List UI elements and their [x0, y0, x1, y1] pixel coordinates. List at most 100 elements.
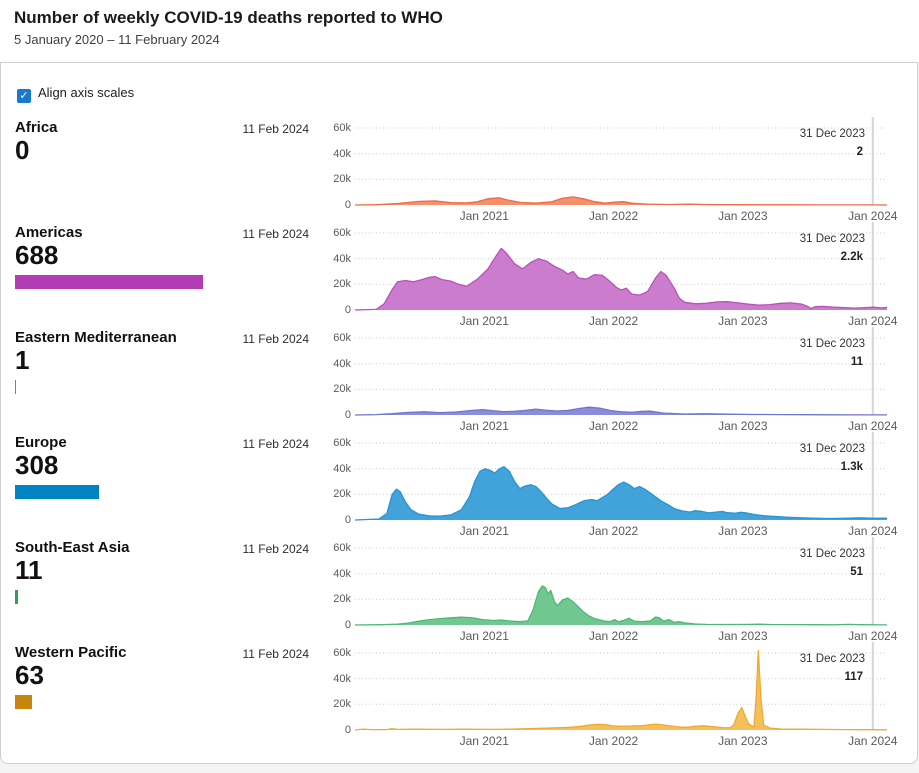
x-axis-tick: Jan 2024	[848, 209, 898, 223]
region-value-bar	[15, 275, 203, 289]
region-rows: Africa 0 11 Feb 2024 60k 40k 20k 0 Jan 2021…	[1, 113, 917, 763]
row-date-label: 11 Feb 2024	[242, 227, 310, 241]
region-value-bar	[15, 695, 32, 709]
region-row: Western Pacific 63 11 Feb 2024 60k 40k 20k…	[1, 638, 917, 748]
y-axis-tick: 40k	[333, 672, 351, 685]
annotation-value: 117	[842, 671, 865, 683]
area-line	[355, 406, 887, 416]
region-value: 308	[15, 450, 59, 480]
dashboard-card: ✓ Align axis scales Africa 0 11 Feb 2024 …	[0, 62, 918, 764]
row-date-label: 11 Feb 2024	[242, 332, 310, 346]
x-axis-tick: Jan 2024	[848, 524, 898, 538]
region-area-chart[interactable]	[355, 432, 887, 528]
y-axis-tick: 0	[344, 304, 351, 316]
y-axis-tick: 40k	[333, 462, 351, 475]
annotation-date: 31 Dec 2023	[799, 233, 865, 245]
y-axis-tick: 0	[344, 199, 351, 211]
annotation-value: 2.2k	[838, 251, 865, 263]
x-axis-tick: Jan 2022	[588, 629, 639, 643]
region-row: Africa 0 11 Feb 2024 60k 40k 20k 0 Jan 2021…	[1, 113, 917, 223]
x-axis-tick: Jan 2021	[459, 314, 509, 328]
y-axis-tick: 60k	[333, 437, 351, 449]
region-area-chart[interactable]	[355, 327, 887, 423]
region-value: 0	[15, 135, 30, 165]
controls-bar: ✓ Align axis scales	[1, 63, 917, 113]
region-area-chart[interactable]	[355, 117, 887, 213]
region-value-bar	[15, 485, 99, 499]
y-axis-tick: 60k	[333, 122, 351, 134]
annotation-date: 31 Dec 2023	[799, 128, 865, 140]
y-axis-tick: 40k	[333, 357, 351, 370]
x-axis-tick: Jan 2024	[848, 314, 898, 328]
y-axis-tick: 60k	[333, 227, 351, 239]
y-axis-tick: 20k	[333, 278, 351, 291]
x-axis-tick: Jan 2021	[459, 734, 509, 748]
area-line	[355, 247, 887, 311]
row-date-label: 11 Feb 2024	[242, 122, 310, 136]
region-row: South-East Asia 11 11 Feb 2024 60k 40k 20k…	[1, 533, 917, 643]
region-area-chart[interactable]	[355, 537, 887, 633]
annotation-date: 31 Dec 2023	[799, 653, 865, 665]
y-axis-tick: 0	[344, 619, 351, 631]
annotation-value: 2	[854, 146, 865, 158]
region-row: Americas 688 11 Feb 2024 60k 40k 20k 0 Jan …	[1, 218, 917, 328]
x-axis-tick: Jan 2022	[588, 734, 639, 748]
page-subtitle: 5 January 2020 – 11 February 2024	[14, 32, 220, 47]
y-axis-tick: 0	[344, 514, 351, 526]
region-name: Eastern Mediterranean	[15, 329, 177, 346]
region-name: Western Pacific	[15, 644, 127, 661]
y-axis-tick: 20k	[333, 173, 351, 186]
x-axis-tick: Jan 2023	[718, 629, 768, 643]
y-axis-tick: 20k	[333, 593, 351, 606]
y-axis-tick: 60k	[333, 647, 351, 659]
x-axis-tick: Jan 2023	[718, 734, 768, 748]
region-area-chart[interactable]	[355, 642, 887, 738]
region-name: Europe	[15, 434, 67, 451]
region-value: 63	[15, 660, 44, 690]
x-axis-tick: Jan 2021	[459, 209, 509, 223]
annotation-date: 31 Dec 2023	[799, 548, 865, 560]
y-axis-tick: 60k	[333, 542, 351, 554]
x-axis-tick: Jan 2022	[588, 314, 639, 328]
x-axis-tick: Jan 2021	[459, 524, 509, 538]
x-axis-tick: Jan 2023	[718, 209, 768, 223]
align-axis-checkbox[interactable]: ✓	[17, 89, 31, 103]
region-area-chart[interactable]	[355, 222, 887, 318]
region-row: Europe 308 11 Feb 2024 60k 40k 20k 0 Jan 20…	[1, 428, 917, 538]
area-line	[355, 649, 887, 731]
x-axis-tick: Jan 2021	[459, 629, 509, 643]
annotation-value: 51	[848, 566, 865, 578]
region-name: Africa	[15, 119, 58, 136]
x-axis-tick: Jan 2023	[718, 524, 768, 538]
x-axis-tick: Jan 2024	[848, 419, 898, 433]
area-line	[355, 196, 887, 206]
x-axis-tick: Jan 2024	[848, 629, 898, 643]
annotation-date: 31 Dec 2023	[799, 338, 865, 350]
region-name: Americas	[15, 224, 83, 241]
row-date-label: 11 Feb 2024	[242, 542, 310, 556]
region-value: 11	[15, 555, 43, 585]
y-axis-tick: 40k	[333, 252, 351, 265]
header: Number of weekly COVID-19 deaths reporte…	[0, 0, 919, 62]
area-line	[355, 466, 887, 521]
region-value: 688	[15, 240, 59, 270]
page-title: Number of weekly COVID-19 deaths reporte…	[14, 8, 443, 27]
annotation-date: 31 Dec 2023	[799, 443, 865, 455]
y-axis-tick: 0	[344, 724, 351, 736]
x-axis-tick: Jan 2021	[459, 419, 509, 433]
row-date-label: 11 Feb 2024	[242, 437, 310, 451]
region-name: South-East Asia	[15, 539, 130, 556]
region-value: 1	[15, 345, 30, 375]
area-fill	[355, 248, 887, 310]
row-date-label: 11 Feb 2024	[242, 647, 310, 661]
x-axis-tick: Jan 2023	[718, 314, 768, 328]
area-fill	[355, 407, 887, 415]
x-axis-tick: Jan 2022	[588, 524, 639, 538]
region-value-bar	[15, 380, 16, 394]
y-axis-tick: 60k	[333, 332, 351, 344]
x-axis-tick: Jan 2024	[848, 734, 898, 748]
area-fill	[355, 466, 887, 520]
y-axis-tick: 20k	[333, 488, 351, 501]
annotation-value: 11	[848, 356, 865, 368]
